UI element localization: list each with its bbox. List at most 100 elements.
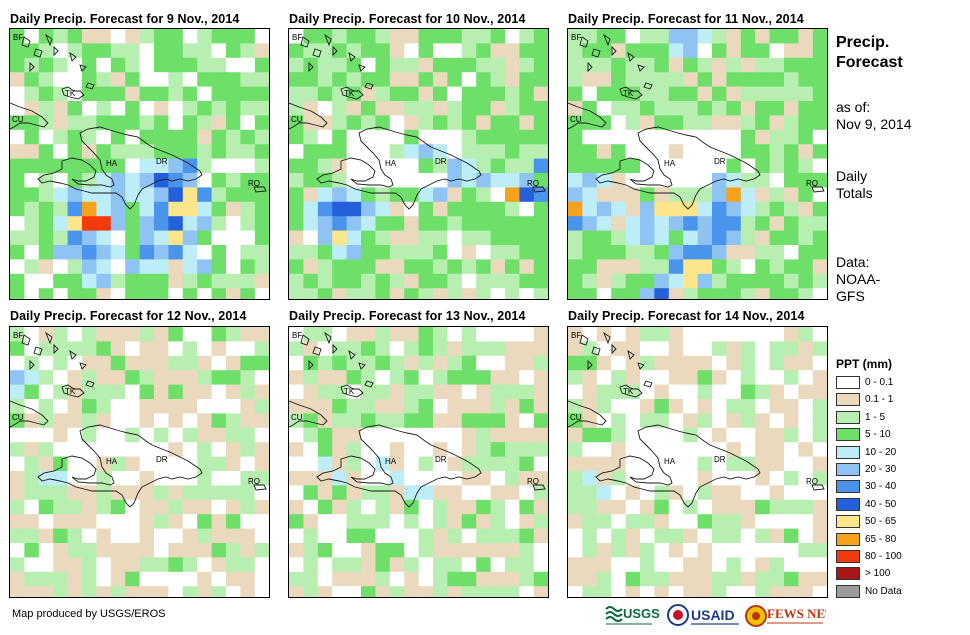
forecast-map-nov-11: BF TK CU HA DR RQ — [567, 28, 828, 300]
precip-cell — [404, 230, 420, 246]
precip-cell — [389, 341, 405, 357]
precip-cell — [404, 557, 420, 573]
precip-cell — [226, 384, 241, 400]
precip-cell — [332, 72, 348, 88]
precip-cell — [110, 57, 126, 73]
precip-cell — [375, 201, 391, 217]
precip-cell — [726, 557, 742, 573]
precip-cell — [755, 72, 771, 88]
map-label-bf: BF — [571, 33, 582, 42]
precip-cell — [668, 86, 684, 102]
precip-cell — [418, 86, 434, 102]
precip-cell — [10, 288, 25, 299]
precip-cell — [375, 586, 391, 597]
precip-cell — [139, 528, 155, 544]
precip-cell — [625, 557, 641, 573]
precip-cell — [182, 86, 198, 102]
precip-cell — [139, 485, 155, 501]
puerto-rico-outline — [253, 186, 267, 193]
data-source-line2: NOAA- — [836, 271, 881, 287]
precip-cell — [712, 144, 727, 160]
precip-cell — [240, 557, 256, 573]
precip-cell — [332, 115, 348, 131]
precip-cell — [240, 144, 256, 160]
precip-cell — [289, 557, 304, 573]
precip-cell — [769, 586, 785, 597]
precip-cell — [24, 399, 40, 414]
precip-cell — [582, 586, 598, 597]
precip-cell — [418, 201, 434, 217]
precip-cell — [389, 86, 405, 102]
precip-cell — [611, 442, 627, 458]
precip-cell — [582, 543, 598, 558]
precip-cell — [654, 557, 670, 573]
precip-cell — [211, 273, 227, 289]
precip-cell — [211, 245, 227, 260]
precip-cell — [726, 86, 742, 102]
precip-cell — [375, 427, 391, 443]
precip-cell — [389, 216, 405, 232]
precip-cell — [110, 173, 126, 188]
precip-cell — [254, 499, 269, 515]
precip-cell — [125, 499, 141, 515]
precip-cell — [289, 259, 304, 275]
precip-cell — [375, 528, 391, 544]
precip-cell — [289, 384, 304, 400]
precip-cell — [361, 543, 376, 558]
map-label-bf: BF — [292, 331, 303, 340]
precip-cell — [582, 413, 598, 429]
precip-cell — [226, 101, 241, 116]
precip-cell — [197, 230, 213, 246]
precip-cell — [640, 259, 655, 275]
precip-cell — [654, 427, 670, 443]
precip-cell — [568, 43, 583, 59]
precip-cell — [798, 586, 814, 597]
precip-cell — [10, 245, 25, 260]
precip-cell — [125, 399, 141, 414]
precip-cell — [697, 245, 713, 260]
precip-cell — [490, 586, 506, 597]
precip-cell — [110, 230, 126, 246]
precip-cell — [96, 144, 112, 160]
precip-cell — [289, 29, 304, 44]
precip-cell — [418, 528, 434, 544]
precip-cell — [404, 158, 420, 174]
precip-cell — [303, 442, 319, 458]
precip-cell — [755, 571, 771, 587]
precip-cell — [361, 384, 376, 400]
precip-cell — [240, 471, 256, 486]
precip-cell — [476, 129, 492, 145]
precip-cell — [303, 158, 319, 174]
puerto-rico-outline — [532, 484, 546, 491]
precip-cell — [726, 499, 742, 515]
precip-cell — [668, 557, 684, 573]
precip-cell — [82, 399, 97, 414]
precip-cell — [461, 341, 477, 357]
precip-cell — [490, 216, 506, 232]
precip-cell — [726, 485, 742, 501]
precip-cell — [712, 413, 727, 429]
precip-cell — [769, 86, 785, 102]
precip-cell — [740, 384, 756, 400]
precip-cell — [289, 571, 304, 587]
precip-cell — [418, 514, 434, 530]
precip-cell — [332, 273, 348, 289]
precip-cell — [154, 129, 169, 145]
precip-cell — [697, 586, 713, 597]
precip-cell — [346, 72, 362, 88]
cuba-outline — [10, 400, 49, 428]
precip-cell — [640, 514, 655, 530]
precip-cell — [254, 216, 269, 232]
precip-cell — [726, 288, 742, 299]
precip-cell — [332, 259, 348, 275]
precip-cell — [697, 101, 713, 116]
precip-cell — [490, 571, 506, 587]
precip-cell — [490, 499, 506, 515]
precip-cell — [154, 245, 169, 260]
precip-cell — [289, 216, 304, 232]
precip-cell — [625, 586, 641, 597]
precip-cell — [10, 586, 25, 597]
precip-cell — [139, 384, 155, 400]
precip-cell — [611, 514, 627, 530]
precip-cell — [755, 43, 771, 59]
